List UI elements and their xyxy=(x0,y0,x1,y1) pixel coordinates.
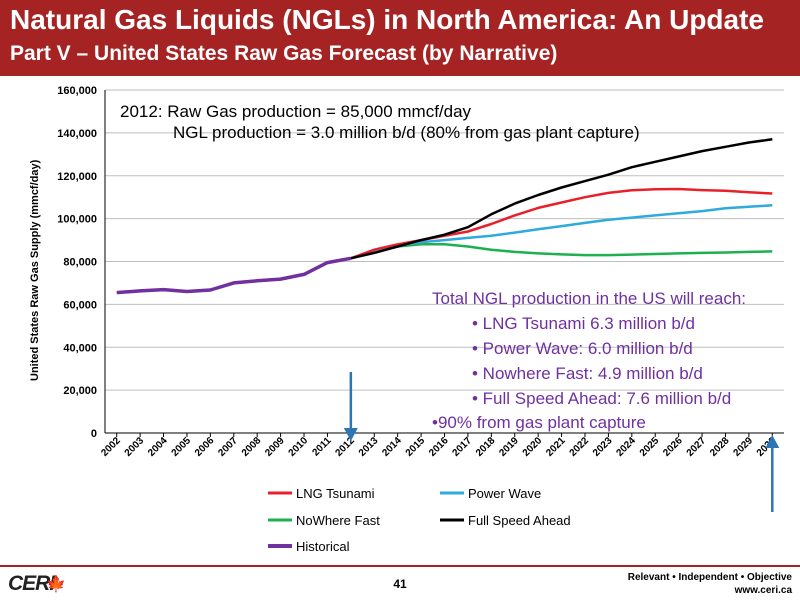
annotation-ngl-total-line: • Power Wave: 6.0 million b/d xyxy=(472,339,693,358)
x-tick-label: 2021 xyxy=(544,435,568,459)
x-tick-label: 2012 xyxy=(333,435,357,459)
legend-label: Historical xyxy=(296,539,350,554)
y-tick-label: 120,000 xyxy=(57,171,97,183)
x-tick-label: 2017 xyxy=(451,435,475,459)
x-tick-label: 2016 xyxy=(427,435,451,459)
x-tick-label: 2004 xyxy=(146,435,170,459)
legend-label: LNG Tsunami xyxy=(296,486,375,501)
website-url: www.ceri.ca xyxy=(734,585,792,596)
x-tick-label: 2006 xyxy=(193,435,217,459)
y-tick-label: 80,000 xyxy=(63,257,97,269)
y-tick-label: 20,000 xyxy=(63,385,97,397)
annotation-ngl-total-line: • Nowhere Fast: 4.9 million b/d xyxy=(472,364,703,383)
x-tick-label: 2018 xyxy=(474,435,498,459)
x-tick-label: 2020 xyxy=(521,435,545,459)
x-tick-label: 2029 xyxy=(731,435,755,459)
x-tick-label: 2005 xyxy=(170,435,194,459)
legend-label: Power Wave xyxy=(468,486,541,501)
x-tick-label: 2008 xyxy=(240,435,264,459)
annotation-ngl-total-line: • Full Speed Ahead: 7.6 million b/d xyxy=(472,389,731,408)
up-arrow-icon xyxy=(765,435,780,448)
down-arrow-icon xyxy=(343,428,358,441)
page-number: 41 xyxy=(393,577,407,591)
x-tick-label: 2019 xyxy=(497,435,521,459)
series-line-power-wave xyxy=(350,204,773,260)
slide-subtitle: Part V – United States Raw Gas Forecast … xyxy=(10,42,558,65)
x-tick-label: 2027 xyxy=(685,435,709,459)
annotation-ngl-total-line: Total NGL production in the US will reac… xyxy=(432,289,746,308)
y-axis-label: United States Raw Gas Supply (mmcf/day) xyxy=(29,159,41,381)
x-tick-label: 2003 xyxy=(123,435,147,459)
series-line-nowhere-fast xyxy=(350,243,773,260)
annotation-ngl-production: NGL production = 3.0 million b/d (80% fr… xyxy=(173,123,640,142)
x-tick-label: 2015 xyxy=(404,435,428,459)
legend-label: Full Speed Ahead xyxy=(468,513,571,528)
y-tick-label: 40,000 xyxy=(63,342,97,354)
y-tick-label: 0 xyxy=(91,428,97,440)
annotation-raw-gas: 2012: Raw Gas production = 85,000 mmcf/d… xyxy=(120,102,472,121)
slide-title: Natural Gas Liquids (NGLs) in North Amer… xyxy=(10,4,765,35)
series-line-historical xyxy=(116,256,352,295)
footer-divider xyxy=(0,565,800,567)
x-tick-label: 2007 xyxy=(216,435,240,459)
series-line-full-speed-ahead xyxy=(350,138,773,260)
y-tick-label: 100,000 xyxy=(57,214,97,226)
y-tick-label: 60,000 xyxy=(63,299,97,311)
x-tick-label: 2024 xyxy=(614,435,638,459)
annotation-ngl-total-line: • LNG Tsunami 6.3 million b/d xyxy=(472,314,695,333)
x-tick-label: 2025 xyxy=(638,435,662,459)
raw-gas-forecast-chart: 0 20,000 40,000 60,000 80,000 100,000 120,000 1… xyxy=(57,85,784,554)
x-tick-label: 2011 xyxy=(310,435,333,458)
x-tick-label: 2002 xyxy=(99,435,123,459)
annotation-ngl-total-line: •90% from gas plant capture xyxy=(432,413,646,432)
x-tick-label: 2022 xyxy=(568,435,592,459)
header-bar: Natural Gas Liquids (NGLs) in North Amer… xyxy=(0,0,800,76)
maple-leaf-icon: 🍁 xyxy=(46,576,66,593)
legend-label: NoWhere Fast xyxy=(296,513,380,528)
series-line-lng-tsunami xyxy=(350,187,773,260)
x-tick-label: 2009 xyxy=(263,435,287,459)
y-tick-label: 160,000 xyxy=(57,85,97,97)
y-tick-label: 140,000 xyxy=(57,128,97,140)
x-tick-label: 2023 xyxy=(591,435,615,459)
x-tick-label: 2014 xyxy=(380,435,404,459)
tagline: Relevant • Independent • Objective xyxy=(627,572,792,583)
x-tick-label: 2026 xyxy=(661,435,685,459)
x-tick-label: 2010 xyxy=(287,435,311,459)
ceri-logo: CERI xyxy=(8,572,55,595)
x-tick-label: 2013 xyxy=(357,435,381,459)
x-tick-label: 2028 xyxy=(708,435,732,459)
